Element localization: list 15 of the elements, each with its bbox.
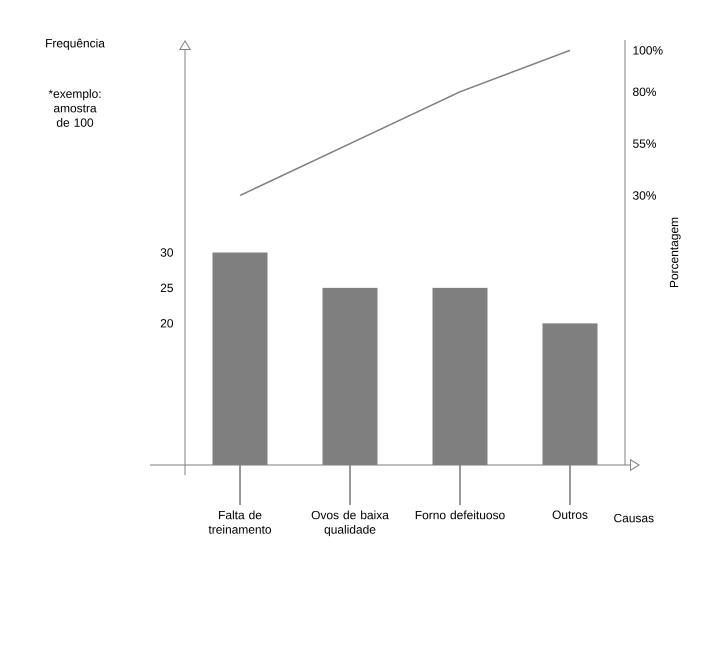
y2-tick-label: 55% [633, 139, 656, 148]
x-tick-label: Outros [552, 510, 588, 519]
y2-tick-label: 100% [633, 46, 663, 55]
x-tick-label: Ovos de baixa qualidade [312, 510, 389, 536]
x-tick-label: Falta de treinamento [208, 510, 272, 534]
y2-tick-label: 30% [632, 191, 656, 200]
y2-axis-title: Porcentagem [670, 218, 681, 288]
y-tick-label: 20 [160, 319, 174, 328]
y2-tick-label: 80% [633, 88, 656, 96]
y-tick-label: 25 [160, 284, 173, 292]
y-axis-title: Frequência [46, 38, 105, 50]
text: *exemplo: amostra de 100 [48, 89, 100, 127]
x-tick-label: Forno defeituoso [416, 510, 505, 520]
y-tick-label: 30 [160, 248, 174, 257]
x-axis-title: Causas [614, 514, 654, 522]
